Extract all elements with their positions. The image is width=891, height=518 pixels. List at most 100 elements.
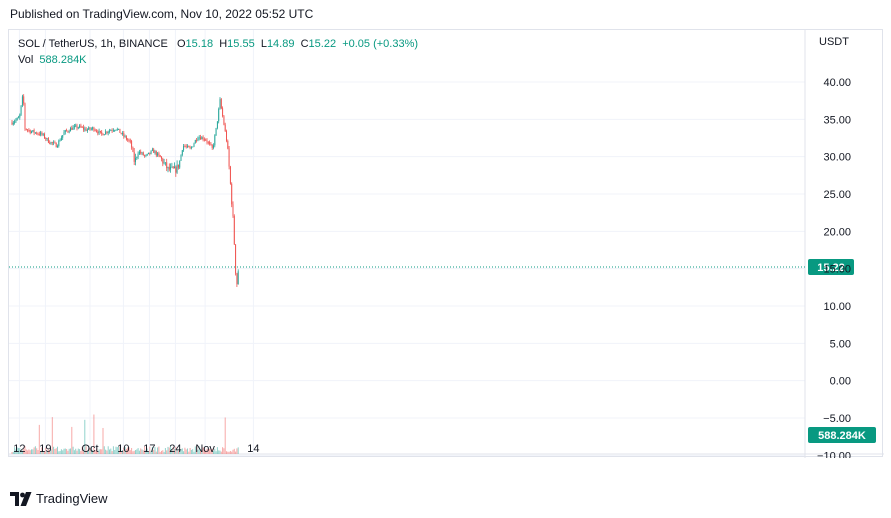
candle-body <box>38 133 40 135</box>
candle-body <box>72 127 74 130</box>
candle-body <box>112 130 114 132</box>
volume-bar <box>205 450 207 454</box>
tradingview-logo[interactable]: TradingView <box>10 491 108 506</box>
candle-body <box>19 114 21 118</box>
volume-bar <box>68 448 70 454</box>
low-label: L <box>260 38 267 50</box>
candle-body <box>189 147 191 149</box>
volume-bar <box>42 451 44 454</box>
candle-body <box>153 149 155 153</box>
volume-bar <box>142 450 144 454</box>
volume-bar <box>34 446 36 454</box>
candle-body <box>135 158 136 162</box>
candle-body <box>94 130 96 132</box>
volume-bar <box>197 449 199 454</box>
volume-bar <box>115 446 117 454</box>
ohlc-row: SOL / TetherUS, 1h, BINANCE O15.18 H15.5… <box>18 36 418 52</box>
candle-body <box>59 140 61 142</box>
candle-body <box>54 142 56 144</box>
price-tick-label: −10.00 <box>817 450 851 458</box>
volume-bar <box>23 448 25 454</box>
volume-bar <box>51 417 53 454</box>
candle-body <box>84 128 86 130</box>
candle-body <box>44 133 45 139</box>
candle-body <box>109 130 110 132</box>
candle-body <box>184 145 186 147</box>
volume-bar <box>37 450 39 454</box>
candle-body <box>232 204 234 217</box>
candle-body <box>194 140 196 144</box>
volume-bar <box>54 449 56 454</box>
candle-body <box>214 135 216 146</box>
candle-body <box>20 105 22 115</box>
volume-bar <box>83 451 84 454</box>
candle-body <box>21 96 23 106</box>
candle-body <box>64 130 66 133</box>
candle-body <box>174 166 175 169</box>
volume-bar <box>45 447 47 454</box>
candle-body <box>88 127 90 130</box>
volume-bar <box>89 447 91 454</box>
candle-body <box>141 152 143 154</box>
candle-body <box>196 140 198 141</box>
candle-body <box>235 244 237 274</box>
candle-body <box>167 167 169 169</box>
volume-bar <box>216 447 218 454</box>
candle-body <box>161 157 162 159</box>
candle-body <box>115 129 117 131</box>
volume-bar <box>158 446 160 454</box>
volume-bar <box>123 447 125 454</box>
price-tick-label: 15.00 <box>823 264 851 276</box>
candle-body <box>140 151 142 154</box>
volume-bar <box>70 448 71 454</box>
volume-bar <box>163 451 165 454</box>
price-tick-label: 5.00 <box>830 338 851 350</box>
volume-bar <box>49 451 51 454</box>
volume-bar <box>32 449 34 454</box>
last-volume-badge <box>808 427 876 443</box>
volume-bar <box>33 447 35 454</box>
volume-bar <box>164 448 166 454</box>
candlestick-chart[interactable]: 15.22 588.284K USDT 40.00 35.00 30.00 25.00 20… <box>9 30 884 458</box>
candle-body <box>145 155 147 156</box>
candle-body <box>98 130 100 134</box>
candle-body <box>175 166 177 173</box>
symbol-label[interactable]: SOL / TetherUS, 1h, BINANCE <box>18 38 168 50</box>
candle-body <box>163 162 165 164</box>
chart-panel[interactable]: 15.22 588.284K USDT 40.00 35.00 30.00 25.00 20… <box>8 29 884 458</box>
volume-bar <box>144 446 146 454</box>
volume-bar <box>172 447 174 454</box>
volume-bar <box>227 451 229 454</box>
candle-body <box>103 134 105 136</box>
volume-bar <box>181 448 183 454</box>
volume-bar <box>12 451 14 454</box>
volume-bar <box>215 451 217 454</box>
candle-body <box>80 125 82 128</box>
volume-bar <box>190 449 192 454</box>
price-tick-label: −5.00 <box>823 413 851 425</box>
candle-body <box>205 139 207 141</box>
volume-bar <box>154 447 156 454</box>
volume-bar <box>148 451 149 454</box>
candle-body <box>119 128 121 133</box>
candle-body <box>70 127 71 132</box>
volume-bar <box>76 450 78 454</box>
volume-bar <box>92 449 94 454</box>
candle-body <box>11 122 13 125</box>
candle-body <box>86 129 88 131</box>
candle-body <box>71 127 73 130</box>
price-tick-label: 20.00 <box>823 226 851 238</box>
candle-body <box>90 128 92 130</box>
candle-body <box>216 121 218 128</box>
candle-body <box>146 153 148 156</box>
candle-body <box>14 121 16 123</box>
candle-body <box>137 153 139 158</box>
volume-bar <box>59 450 61 454</box>
published-note: Published on TradingView.com, Nov 10, 20… <box>10 7 314 21</box>
volume-bar <box>29 450 31 454</box>
candle-body <box>237 271 239 285</box>
time-tick-label: 24 <box>169 443 181 455</box>
volume-bar <box>77 448 79 454</box>
candle-body <box>231 183 233 205</box>
volume-bar <box>198 446 200 454</box>
